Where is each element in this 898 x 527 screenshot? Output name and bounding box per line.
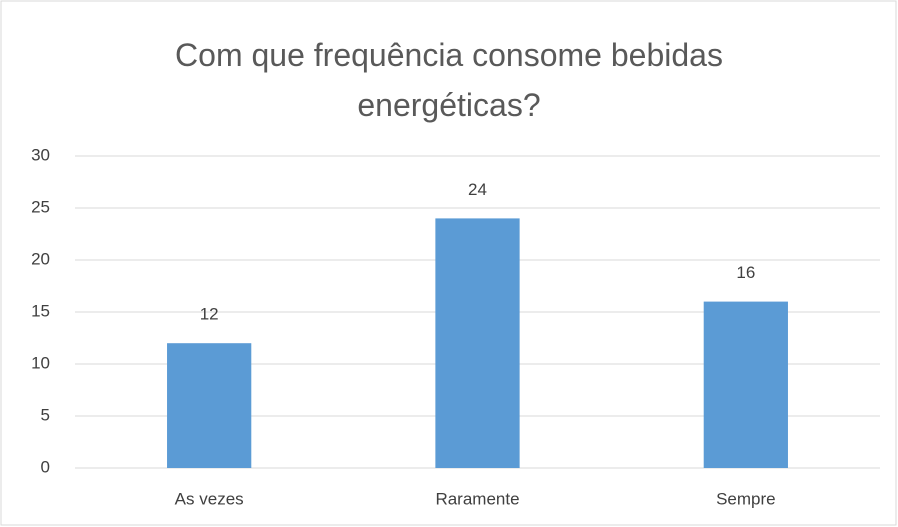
x-tick-label: As vezes <box>175 489 244 508</box>
y-tick-label: 25 <box>31 197 50 216</box>
y-tick-label: 15 <box>31 301 50 320</box>
x-tick-label: Sempre <box>716 489 776 508</box>
data-label: 24 <box>468 180 487 199</box>
x-tick-label: Raramente <box>435 489 519 508</box>
bar <box>435 218 520 468</box>
data-label: 12 <box>200 305 219 324</box>
y-tick-label: 20 <box>31 249 50 268</box>
y-tick-label: 10 <box>31 353 50 372</box>
y-tick-label: 0 <box>41 457 50 476</box>
chart-title: Com que frequência consome bebidas energ… <box>175 37 723 123</box>
y-tick-label: 5 <box>41 405 50 424</box>
bar <box>703 301 788 468</box>
bar <box>167 343 252 468</box>
data-label: 16 <box>736 263 755 282</box>
y-tick-label: 30 <box>31 145 50 164</box>
